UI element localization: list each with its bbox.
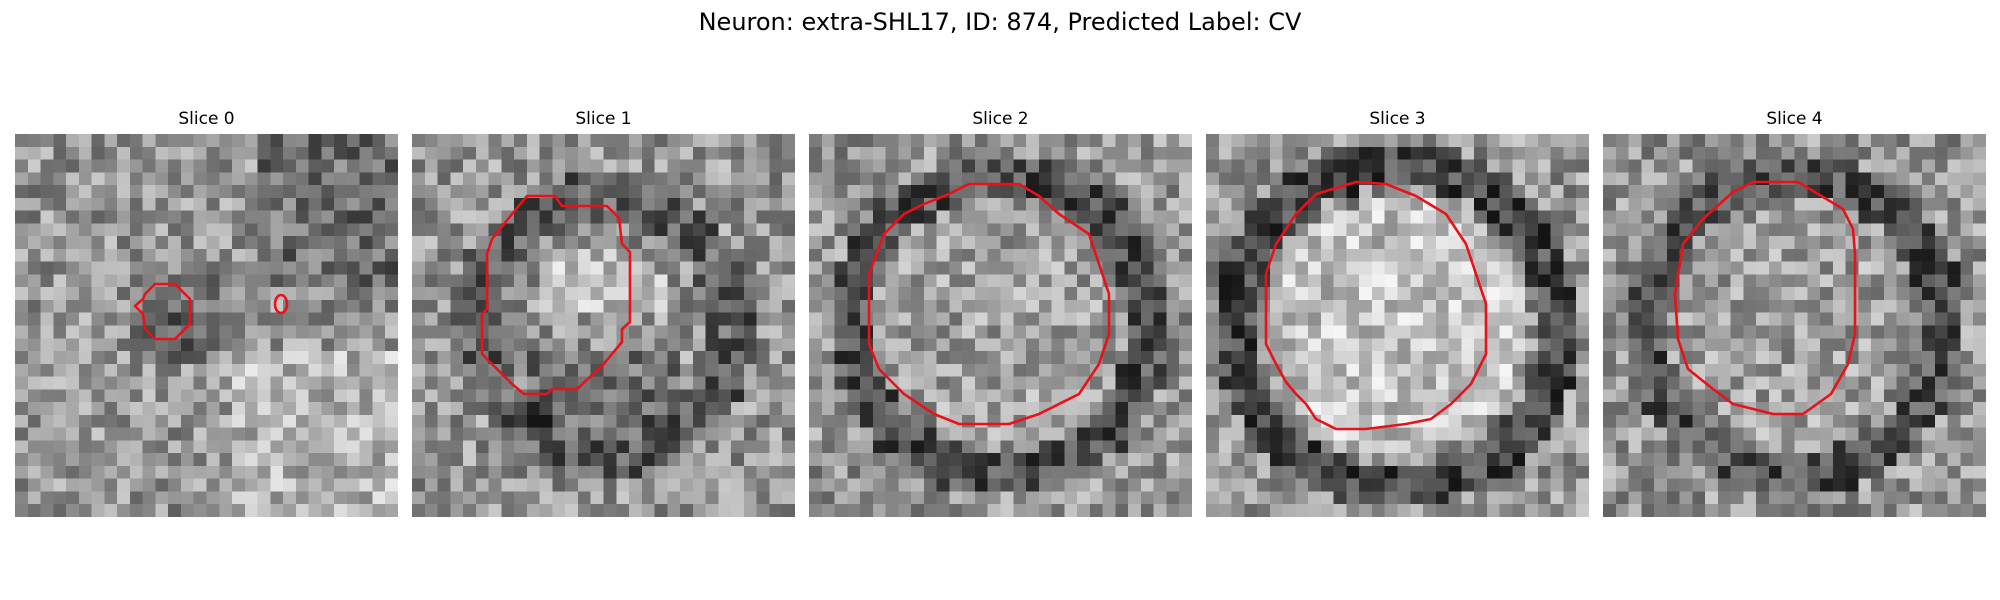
slice-image [412, 134, 795, 517]
segmentation-contour [1673, 180, 1857, 416]
slice-panel-1: Slice 1 [412, 108, 795, 517]
slice-image [1206, 134, 1589, 517]
segmentation-contour [867, 182, 1111, 426]
slice-title: Slice 3 [1369, 109, 1426, 129]
slice-panel-2: Slice 2 [809, 108, 1192, 517]
contour-outline [867, 182, 1111, 426]
slice-image [1603, 134, 1986, 517]
contour-outline [1673, 180, 1857, 416]
slice-panel-0: Slice 0 [15, 108, 398, 517]
grayscale-slice-image [412, 134, 795, 517]
slice-image [809, 134, 1192, 517]
contour-outline [133, 282, 192, 341]
figure-title: Neuron: extra-SHL17, ID: 874, Predicted … [698, 8, 1302, 36]
slice-title: Slice 2 [972, 109, 1029, 129]
grayscale-slice-image [1603, 134, 1986, 517]
slice-panel-4: Slice 4 [1603, 108, 1986, 517]
contour-outline-small [273, 293, 289, 315]
slice-title: Slice 1 [575, 109, 632, 129]
grayscale-slice-image [15, 134, 398, 517]
segmentation-contour [480, 194, 632, 396]
contour-outline [480, 194, 632, 396]
slice-title: Slice 0 [178, 109, 235, 129]
slice-image [15, 134, 398, 517]
grayscale-slice-image [809, 134, 1192, 517]
contour-outline [1264, 180, 1488, 431]
grayscale-slice-image [1206, 134, 1589, 517]
slice-title: Slice 4 [1766, 109, 1823, 129]
segmentation-contour [133, 282, 289, 341]
slice-panel-3: Slice 3 [1206, 108, 1589, 517]
segmentation-contour [1264, 180, 1488, 431]
